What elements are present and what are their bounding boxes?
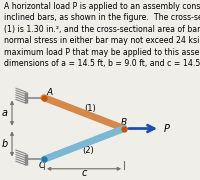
Text: A: A xyxy=(47,88,53,97)
Text: B: B xyxy=(121,118,127,127)
Text: P: P xyxy=(164,123,170,134)
Text: b: b xyxy=(2,139,8,149)
Text: C: C xyxy=(39,161,45,170)
Text: a: a xyxy=(2,108,8,118)
Text: A horizontal load P is applied to an assembly consisting of two
inclined bars, a: A horizontal load P is applied to an ass… xyxy=(4,2,200,68)
Text: (2): (2) xyxy=(82,146,94,155)
Text: c: c xyxy=(81,168,87,178)
Text: (1): (1) xyxy=(84,104,96,113)
